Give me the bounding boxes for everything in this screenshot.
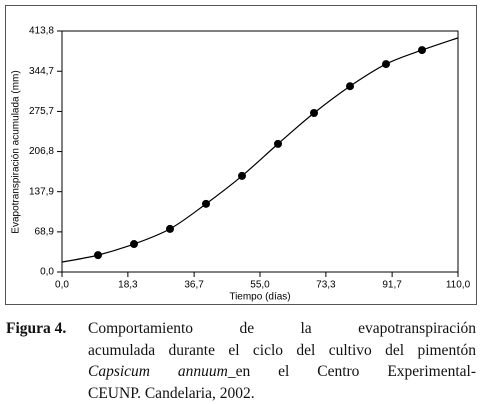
caption-line: Comportamiento de la evapotranspiración bbox=[88, 318, 476, 340]
y-tick-label: 206,8 bbox=[29, 146, 54, 157]
data-point bbox=[418, 46, 426, 54]
y-tick-label: 344,7 bbox=[29, 66, 54, 77]
y-tick-label: 275,7 bbox=[29, 106, 54, 117]
caption-line: CEUNP. Candelaria, 2002. bbox=[88, 383, 476, 404]
data-point bbox=[238, 172, 246, 180]
data-point bbox=[310, 109, 318, 117]
x-tick-label: 0,0 bbox=[55, 280, 69, 291]
y-axis-title: Evapotranspiración acumulada (mm) bbox=[11, 70, 22, 233]
caption-line: acumulada durante el ciclo del cultivo d… bbox=[88, 340, 476, 362]
data-point bbox=[274, 140, 282, 148]
x-tick-label: 18,3 bbox=[118, 280, 138, 291]
x-tick-label: 91,7 bbox=[382, 280, 402, 291]
chart: Tiempo (días) Evapotranspiración acumula… bbox=[0, 0, 482, 310]
caption-label: Figura 4. bbox=[6, 318, 66, 340]
data-point bbox=[346, 82, 354, 90]
caption-line: Capsicum annuum_en el Centro Experimenta… bbox=[88, 361, 476, 383]
data-point bbox=[166, 225, 174, 233]
data-point bbox=[94, 251, 102, 259]
data-point bbox=[382, 60, 390, 68]
fit-curve bbox=[62, 38, 458, 262]
caption: Figura 4. Comportamiento de la evapotran… bbox=[6, 318, 476, 404]
x-tick-label: 110,0 bbox=[446, 280, 471, 291]
x-tick-label: 73,3 bbox=[316, 280, 336, 291]
species: Capsicum annuum bbox=[88, 363, 228, 380]
data-point bbox=[202, 200, 210, 208]
y-tick-label: 0,0 bbox=[40, 267, 54, 278]
y-tick-label: 68,9 bbox=[35, 227, 55, 238]
caption-text-part: _en el Centro Experimental- bbox=[228, 363, 476, 380]
x-axis-title: Tiempo (días) bbox=[229, 292, 290, 303]
data-point bbox=[130, 240, 138, 248]
x-tick-label: 55,0 bbox=[250, 280, 270, 291]
x-tick-label: 36,7 bbox=[184, 280, 204, 291]
caption-text: Comportamiento de la evapotranspiración … bbox=[88, 318, 476, 404]
y-tick-label: 413,8 bbox=[29, 26, 54, 37]
y-tick-label: 137,9 bbox=[29, 186, 54, 197]
plot-frame bbox=[62, 31, 458, 272]
